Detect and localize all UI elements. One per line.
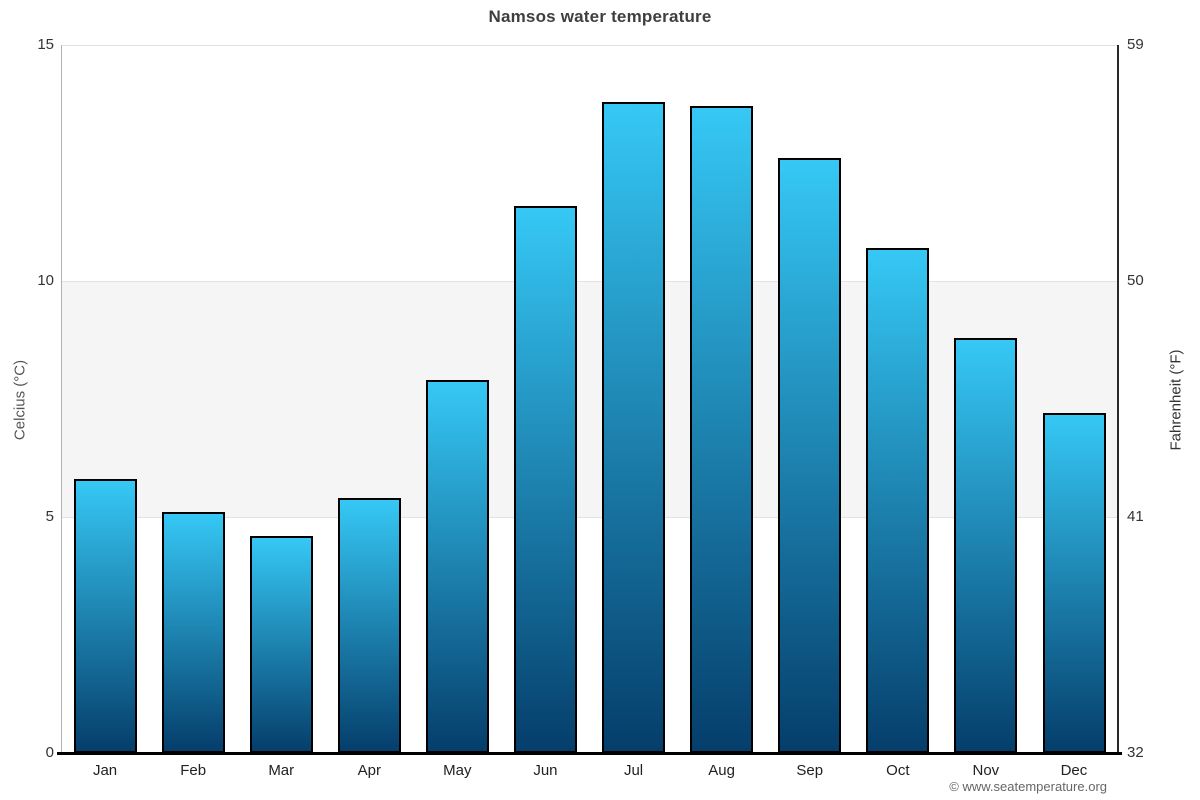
bar-jan[interactable] [73,479,137,753]
y-tick-celsius-10: 10 [37,272,54,289]
y-axis-title-fahrenheit: Fahrenheit (°F) [1167,349,1185,451]
y-tick-celsius-5: 5 [45,508,54,525]
x-tick-may: May [443,762,472,779]
bar-aug[interactable] [690,106,754,753]
bar-nov[interactable] [954,337,1018,753]
y-tick-fahrenheit-41: 41 [1127,508,1144,525]
bar-jun[interactable] [514,205,577,753]
bar-oct[interactable] [866,248,930,753]
y-tick-fahrenheit-59: 59 [1127,36,1144,53]
gridline-5 [61,517,1118,518]
y-tick-fahrenheit-32: 32 [1127,744,1144,761]
credit-link[interactable]: © www.seatemperature.org [949,779,1107,794]
y-tick-celsius-15: 15 [37,36,54,53]
x-tick-nov: Nov [972,762,1000,779]
gridline-10 [61,281,1118,282]
x-tick-apr: Apr [357,762,382,779]
chart-title: Namsos water temperature [488,7,712,26]
x-tick-aug: Aug [708,762,735,779]
gridline-15 [61,45,1118,46]
bar-may[interactable] [425,380,489,753]
bar-dec[interactable] [1042,413,1106,753]
x-tick-feb: Feb [180,762,207,779]
y-axis-line-left [61,45,62,753]
x-tick-dec: Dec [1060,762,1088,779]
bar-sep[interactable] [778,158,842,753]
x-axis-line [57,752,1122,755]
bar-feb[interactable] [161,512,225,753]
x-tick-jun: Jun [533,762,558,779]
x-tick-sep: Sep [796,762,824,779]
y-tick-fahrenheit-50: 50 [1127,272,1144,289]
bar-apr[interactable] [337,498,401,753]
y-tick-celsius-0: 0 [45,744,54,761]
plot-band-5-10 [61,281,1118,517]
x-tick-jul: Jul [623,762,644,779]
x-tick-oct: Oct [886,762,910,779]
x-tick-mar: Mar [268,762,295,779]
y-axis-line-right [1117,45,1119,753]
bar-mar[interactable] [249,535,313,753]
bar-jul[interactable] [602,101,665,753]
x-tick-jan: Jan [92,762,118,779]
y-axis-title-celsius: Celcius (°C) [11,359,29,441]
